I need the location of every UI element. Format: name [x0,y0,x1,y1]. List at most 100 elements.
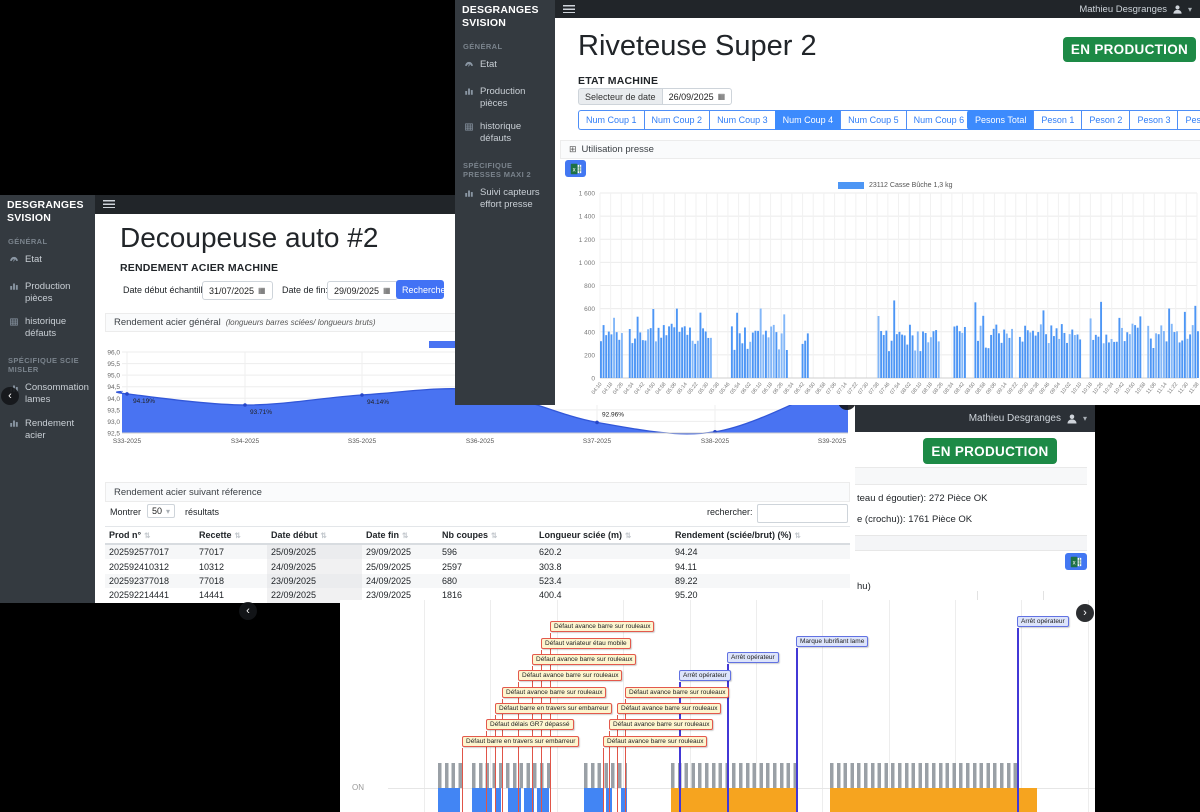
sidebar-item-suivi-capteurs-effort-presse[interactable]: Suivi capteurs effort presse [455,181,555,217]
x-tick-label: S39-2025 [818,438,847,445]
data-point [243,403,247,407]
x-tick-label: 06:02 [740,382,753,396]
area-fill [116,383,848,434]
machine-cycle-comb [584,763,627,788]
x-tick-label: 07:30 [857,382,870,396]
x-tick-label: 06:34 [783,382,796,396]
table-row[interactable]: 202592214441 14441 22/09/2025 23/09/2025 181… [105,588,850,603]
sidebar-riveteuse: DESGRANGES SVISION GÉNÉRAL Etat Production… [455,0,555,405]
bar [890,340,893,378]
user-menu[interactable]: Mathieu Desgranges ▾ [1079,4,1192,15]
user-icon [1067,414,1077,423]
date-selector-input[interactable]: 26/09/2025 ▦ [661,88,733,105]
column-header[interactable]: Date début ⇅ [267,526,362,545]
x-tick-label: 11:38 [1188,382,1200,396]
menu-toggle-icon[interactable] [563,4,575,14]
column-header[interactable]: Recette ⇅ [195,526,267,545]
bar [919,351,922,378]
user-menu[interactable]: Mathieu Desgranges ▾ [969,413,1087,425]
bar [764,330,767,378]
table-row[interactable]: 202592410312 10312 24/09/2025 25/09/2025 259… [105,559,850,574]
button-peson-4[interactable]: Peson 4 [1177,110,1200,130]
chevron-left-icon: ‹ [8,389,12,402]
sidebar-item-etat[interactable]: Etat [455,53,555,79]
bar [647,329,650,378]
sidebar-item-etat[interactable]: Etat [0,248,95,274]
button-peson-3[interactable]: Peson 3 [1129,110,1178,130]
carousel-prev-button[interactable]: ‹ [239,602,257,620]
sidebar-item-label: Production pièces [480,85,526,109]
sidebar-item-historique-d-fauts[interactable]: historique défauts [0,310,95,346]
panel-header-strip [855,467,1087,485]
x-tick-label: 09:22 [1006,382,1019,396]
x-tick-label: 10:34 [1102,382,1115,396]
column-header[interactable]: Longueur sciée (m) ⇅ [535,526,671,545]
sidebar-item-production-pi-ces[interactable]: Production pièces [455,80,555,116]
machine-cycle-comb [671,763,798,788]
bar [1063,332,1066,378]
annotation-line-defect [625,699,626,812]
button-num-coup-4[interactable]: Num Coup 4 [774,110,841,130]
data-point [125,392,129,396]
x-tick-label: 09:14 [996,382,1009,396]
sidebar-collapse-button[interactable]: ‹ [1,387,19,405]
bar [741,343,744,378]
carousel-next-button[interactable]: › [1076,604,1094,622]
date-end-input[interactable]: 29/09/2025 ▦ [327,281,398,300]
area-chart-legend-swatch [429,341,455,348]
bar [702,328,705,378]
bar [649,328,652,378]
y-tick-label: 1 400 [579,214,596,221]
button-num-coup-2[interactable]: Num Coup 2 [643,110,710,130]
bar [744,327,746,378]
menu-toggle-icon[interactable] [103,200,115,209]
annotation-line-stop [727,664,729,812]
y-tick-label: 200 [584,352,595,359]
button-peson-1[interactable]: Peson 1 [1033,110,1082,130]
button-num-coup-3[interactable]: Num Coup 3 [709,110,775,130]
date-start-input[interactable]: 31/07/2025 ▦ [202,281,273,300]
table-cell: 202592577017 [105,544,195,560]
app-logo[interactable]: DESGRANGES SVISION [455,0,555,32]
production-line-3: hu) [857,581,871,592]
sidebar-item-production-pi-ces[interactable]: Production pièces [0,275,95,311]
button-num-coup-6[interactable]: Num Coup 6 [905,110,972,130]
x-tick-label: S36-2025 [466,438,495,445]
page-length-select[interactable]: 50 ▾ [147,504,176,518]
sort-icon: ⇅ [234,531,241,540]
utilisation-panel-header: ⊞ Utilisation presse [560,140,1200,159]
point-label: 93.71% [250,409,272,416]
button-pesons-total[interactable]: Pesons Total [967,110,1034,130]
sidebar-item-rendement-acier[interactable]: Rendement acier [0,412,95,448]
button-num-coup-5[interactable]: Num Coup 5 [840,110,906,130]
column-header[interactable]: Date fin ⇅ [362,526,438,545]
app-logo[interactable]: DESGRANGES SVISION [0,195,95,227]
search-button[interactable]: Rechercher [396,280,449,299]
bar [1060,324,1063,378]
sidebar-item-historique-d-fauts[interactable]: historique défauts [455,115,555,151]
table-cell: 596 [438,544,535,560]
bar [767,337,770,378]
table-cell: 77017 [195,544,267,560]
table-cell: 94.24 [671,544,850,560]
export-excel-button[interactable]: x [565,160,586,177]
x-tick-label: 09:46 [1038,382,1051,396]
bar [615,332,618,378]
column-header[interactable]: Rendement (sciée/brut) (%) ⇅ [671,526,850,545]
table-row[interactable]: 202592377018 77018 23/09/2025 24/09/2025 680… [105,573,850,589]
bar [754,330,757,378]
button-peson-2[interactable]: Peson 2 [1081,110,1130,130]
export-excel-button[interactable]: x [1065,553,1087,570]
x-tick-label: 11:30 [1177,382,1190,396]
button-num-coup-1[interactable]: Num Coup 1 [578,110,644,130]
table-row[interactable]: 202592577017 77017 25/09/2025 29/09/2025 596… [105,544,850,560]
machine-on-segment-blue [495,788,501,812]
bar-chart-icon [464,86,474,100]
x-tick-label: 09:06 [985,382,998,396]
table-search-input[interactable] [757,504,848,523]
column-header[interactable]: Nb coupes ⇅ [438,526,535,545]
x-tick-label: 11:22 [1167,382,1180,396]
bar [924,332,927,378]
column-header[interactable]: Prod n° ⇅ [105,526,195,545]
x-tick-label: 04:50 [644,382,657,396]
